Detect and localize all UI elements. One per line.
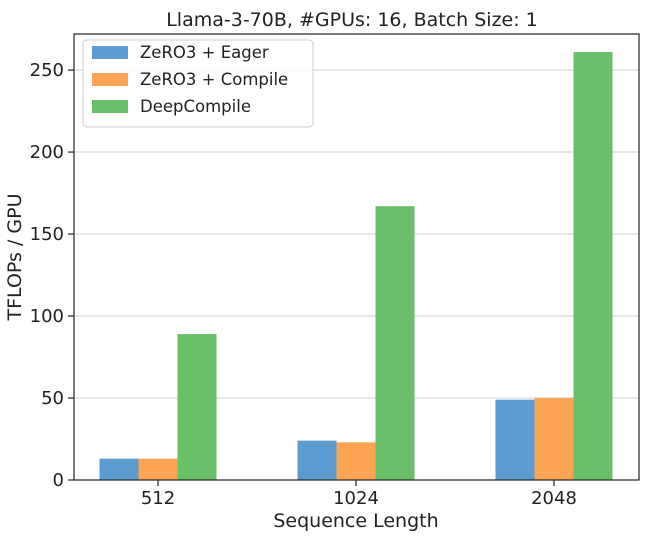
x-tick-label: 512 — [141, 488, 175, 509]
x-tick-label: 2048 — [531, 488, 577, 509]
bars — [99, 52, 613, 480]
bar-zero3-eager-2048 — [495, 399, 535, 480]
legend-swatch — [92, 73, 128, 86]
y-tick-label: 50 — [41, 388, 64, 409]
y-tick-label: 200 — [30, 142, 64, 163]
x-tick-label: 1024 — [333, 488, 379, 509]
y-tick-label: 150 — [30, 224, 64, 245]
legend: ZeRO3 + Eager ZeRO3 + Compile DeepCompile — [82, 39, 314, 128]
y-axis-ticks: 0 50 100 150 200 250 — [30, 60, 74, 491]
legend-label: ZeRO3 + Compile — [140, 70, 288, 89]
bar-deepcompile-2048 — [573, 52, 613, 480]
bar-zero3-compile-512 — [138, 458, 178, 480]
bar-zero3-eager-512 — [99, 458, 139, 480]
bar-deepcompile-1024 — [375, 206, 415, 480]
bar-zero3-compile-1024 — [336, 442, 376, 480]
chart-title: Llama-3-70B, #GPUs: 16, Batch Size: 1 — [166, 9, 538, 31]
legend-swatch — [92, 46, 128, 59]
x-axis-ticks: 512 1024 2048 — [141, 480, 577, 509]
legend-label: ZeRO3 + Eager — [140, 43, 269, 62]
y-tick-label: 250 — [30, 60, 64, 81]
y-axis-title: TFLOPs / GPU — [4, 194, 26, 322]
bar-deepcompile-512 — [177, 334, 217, 480]
x-axis-title: Sequence Length — [273, 510, 438, 532]
y-tick-label: 100 — [30, 306, 64, 327]
bar-zero3-compile-2048 — [534, 398, 574, 480]
legend-swatch — [92, 100, 128, 113]
legend-label: DeepCompile — [140, 97, 251, 116]
legend-box — [82, 39, 314, 128]
bar-zero3-eager-1024 — [297, 440, 337, 480]
y-tick-label: 0 — [53, 470, 64, 491]
